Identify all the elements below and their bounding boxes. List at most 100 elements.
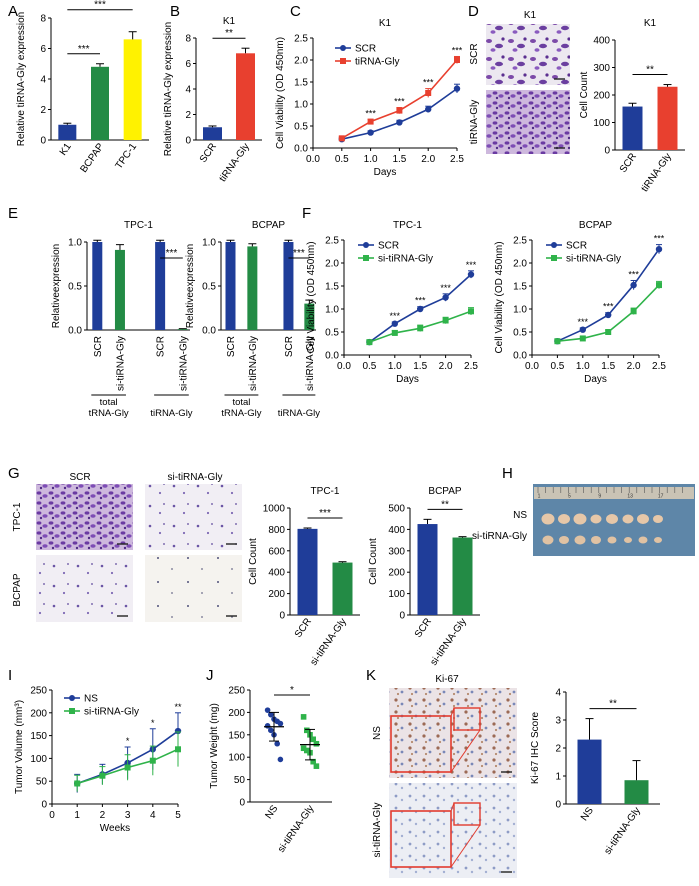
legend-label: NS: [84, 694, 98, 705]
y-tick-label: 400: [268, 568, 285, 579]
chart-title: K1: [223, 16, 236, 27]
chart-title: TPC-1: [311, 486, 340, 497]
y-tick-label: 8: [185, 34, 191, 45]
tumor-ns: [573, 513, 587, 525]
significance-label: **: [225, 28, 233, 39]
y-tick-label: 1.0: [202, 238, 216, 249]
row-label: si-tiRNA-Gly: [472, 531, 527, 542]
y-axis-label: Tumor Weight (mg): [209, 703, 220, 789]
panel-letter: E: [8, 205, 18, 222]
significance-label: ***: [94, 0, 106, 11]
legend-marker: [340, 45, 346, 51]
y-tick-label: 1.0: [294, 100, 308, 111]
y-tick-label: 8: [40, 14, 46, 25]
chart-title: BCPAP: [428, 486, 461, 497]
legend-label: si-tiRNA-Gly: [378, 254, 433, 265]
y-tick-label: 1000: [263, 504, 286, 515]
data-point: [442, 317, 449, 324]
chart-title: TPC-1: [393, 220, 422, 231]
chart-D: 0 100 200 300 400 K1 Cell Count SCR tiRNA-Gly **: [579, 18, 685, 194]
x-tick-label: 0.5: [362, 361, 376, 372]
x-tick-label: 1.5: [601, 361, 615, 372]
data-point: [313, 740, 320, 747]
x-tick-label: 1.0: [364, 154, 378, 165]
micrograph-bcpap-si: [145, 555, 242, 622]
group-label: total: [100, 397, 118, 408]
y-tick-label: 4: [555, 688, 561, 699]
y-axis-label: Cell Viability (OD 450nm): [494, 241, 505, 353]
data-point: [99, 772, 106, 779]
y-tick-label: 1.0: [325, 305, 339, 316]
y-axis-label: Cell Viability (OD 450nm): [275, 37, 286, 149]
y-tick-label: 0: [555, 800, 561, 811]
y-tick-label: 6: [40, 44, 46, 55]
legend-marker: [69, 695, 75, 701]
data-point: [417, 305, 424, 313]
data-point: [268, 727, 274, 734]
y-tick-label: 600: [268, 546, 285, 557]
data-point: [453, 85, 461, 92]
x-tick-label: 2: [100, 810, 106, 821]
data-point: [417, 325, 424, 332]
tumor-ns: [622, 514, 634, 524]
data-point: [467, 271, 475, 278]
significance-label: ***: [78, 44, 90, 55]
y-tick-label: 2.0: [513, 259, 527, 270]
bar: [203, 127, 222, 140]
x-tick-label: 1.0: [388, 361, 402, 372]
y-tick-label: 0: [41, 800, 47, 811]
y-tick-label: 1.0: [513, 305, 527, 316]
y-tick-label: 0.0: [294, 144, 308, 155]
x-tick-label: SCR: [198, 141, 219, 165]
significance-label: ***: [394, 97, 405, 107]
data-point: [391, 329, 398, 336]
data-point: [300, 714, 307, 720]
row-label: si-tiRNA-Gly: [372, 803, 383, 858]
x-tick-label: 2.5: [464, 361, 478, 372]
y-tick-label: 3: [555, 716, 561, 727]
significance-label: **: [646, 65, 654, 76]
y-tick-label: 250: [228, 686, 245, 697]
data-point: [579, 335, 586, 342]
panel-letter: H: [502, 465, 513, 482]
y-tick-label: 200: [268, 589, 285, 600]
zoom-connector: [450, 802, 455, 812]
zoom-connector: [450, 729, 481, 773]
y-tick-label: 400: [388, 525, 405, 536]
significance-label: **: [441, 499, 449, 510]
panel-letter: B: [170, 3, 180, 20]
y-tick-label: 2.5: [294, 34, 308, 45]
chart-E1: 0.0 0.5 1.0 TPC-1 Relativeexpression SCR si-ti…: [51, 220, 190, 391]
bar: [155, 242, 166, 330]
data-point: [366, 339, 373, 346]
image-title: Ki-67: [435, 674, 459, 685]
significance-label: *: [126, 736, 130, 746]
y-tick-label: 250: [30, 686, 47, 697]
ruler-number: 5: [568, 494, 571, 500]
x-tick-label: 0.0: [337, 361, 351, 372]
y-axis-label: Ki-67 IHC Score: [530, 711, 541, 784]
tumor-si: [591, 536, 601, 544]
bar: [225, 242, 236, 330]
x-tick-label: SCR: [618, 151, 639, 175]
significance-label: ***: [578, 317, 589, 327]
bar: [283, 242, 294, 330]
zoom-inset: [390, 810, 452, 868]
x-tick-label: si-tiRNA-Gly: [276, 803, 317, 854]
y-tick-label: 50: [234, 775, 246, 786]
y-axis-label: Relativeexpression: [51, 244, 62, 329]
tumor-si: [574, 535, 586, 545]
significance-label: ***: [466, 260, 477, 270]
y-tick-label: 150: [228, 730, 245, 741]
y-tick-label: 0: [604, 146, 610, 157]
data-point: [300, 745, 307, 752]
chart-title: K1: [379, 18, 392, 29]
bar: [332, 562, 353, 615]
legend-marker: [69, 708, 75, 714]
y-tick-label: 1: [555, 772, 561, 783]
y-tick-label: 0: [279, 611, 285, 622]
y-axis-label: Tumor Volume (mm³): [14, 700, 25, 794]
tumor-ns: [541, 513, 555, 525]
bar: [114, 249, 125, 330]
